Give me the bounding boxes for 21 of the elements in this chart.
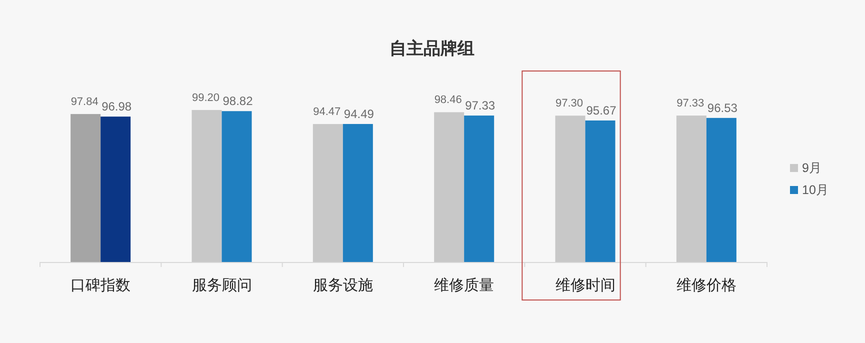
data-label: 94.47 <box>313 106 341 118</box>
data-label: 98.46 <box>434 94 462 106</box>
data-label: 97.30 <box>555 98 584 110</box>
legend-label: 9月 <box>802 161 822 175</box>
legend-label: 10月 <box>802 183 829 197</box>
x-tick-label: 服务设施 <box>312 277 373 294</box>
data-label: 94.49 <box>344 106 374 121</box>
chart-title: 自主品牌组 <box>390 39 474 58</box>
data-label: 97.84 <box>70 96 98 108</box>
data-label: 98.82 <box>222 94 254 108</box>
x-tick-label: 维修时间 <box>555 277 616 294</box>
data-label: 97.33 <box>676 98 704 110</box>
data-label: 96.53 <box>707 100 738 115</box>
x-tick-label: 维修质量 <box>434 277 494 294</box>
x-tick-label: 服务顾问 <box>192 277 252 294</box>
x-tick-label: 口碑指数 <box>70 277 131 294</box>
data-label: 96.98 <box>102 100 132 114</box>
data-label: 95.67 <box>586 103 617 118</box>
data-label: 99.20 <box>192 92 220 104</box>
data-label: 97.33 <box>465 98 496 113</box>
x-tick-label: 维修价格 <box>676 277 736 294</box>
